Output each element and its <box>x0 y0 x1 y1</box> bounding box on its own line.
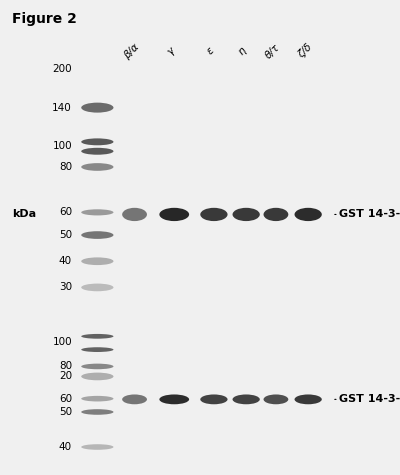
Text: 50: 50 <box>59 230 72 240</box>
Text: 20: 20 <box>59 371 72 381</box>
Text: 60: 60 <box>59 394 72 404</box>
Ellipse shape <box>81 103 114 113</box>
Text: GST 14-3-3: GST 14-3-3 <box>339 209 400 219</box>
Ellipse shape <box>200 394 228 404</box>
Text: 100: 100 <box>52 141 72 151</box>
Ellipse shape <box>81 138 114 145</box>
Ellipse shape <box>81 372 114 380</box>
Text: θ/τ: θ/τ <box>263 42 282 60</box>
Ellipse shape <box>232 208 260 221</box>
Ellipse shape <box>81 364 114 369</box>
Ellipse shape <box>122 208 147 221</box>
Text: 200: 200 <box>52 64 72 74</box>
Text: 80: 80 <box>59 162 72 172</box>
Ellipse shape <box>81 209 114 216</box>
Text: 140: 140 <box>52 103 72 113</box>
Text: kDa: kDa <box>12 209 36 219</box>
Text: 40: 40 <box>59 442 72 452</box>
Ellipse shape <box>294 394 322 404</box>
Ellipse shape <box>81 163 114 171</box>
Ellipse shape <box>159 394 189 404</box>
Ellipse shape <box>294 208 322 221</box>
Ellipse shape <box>264 394 288 404</box>
Ellipse shape <box>81 444 114 450</box>
Text: ζ/δ: ζ/δ <box>296 42 314 60</box>
Ellipse shape <box>122 394 147 404</box>
Text: η: η <box>237 45 248 57</box>
Ellipse shape <box>200 208 228 221</box>
Ellipse shape <box>81 334 114 339</box>
Ellipse shape <box>159 208 189 221</box>
Ellipse shape <box>81 257 114 265</box>
Ellipse shape <box>81 231 114 239</box>
Text: γ: γ <box>165 46 176 57</box>
Text: 60: 60 <box>59 208 72 218</box>
Ellipse shape <box>232 394 260 404</box>
Text: β/α: β/α <box>122 41 140 61</box>
Text: 40: 40 <box>59 256 72 266</box>
Text: 100: 100 <box>52 337 72 347</box>
Ellipse shape <box>81 148 114 155</box>
Text: 50: 50 <box>59 407 72 417</box>
Text: Figure 2: Figure 2 <box>12 12 77 26</box>
Ellipse shape <box>81 396 114 401</box>
Text: ε: ε <box>205 46 216 57</box>
Text: GST 14-3-3: GST 14-3-3 <box>339 394 400 404</box>
Text: 30: 30 <box>59 283 72 293</box>
Text: 80: 80 <box>59 361 72 371</box>
Ellipse shape <box>81 284 114 291</box>
Ellipse shape <box>81 347 114 352</box>
Ellipse shape <box>81 409 114 415</box>
Ellipse shape <box>264 208 288 221</box>
